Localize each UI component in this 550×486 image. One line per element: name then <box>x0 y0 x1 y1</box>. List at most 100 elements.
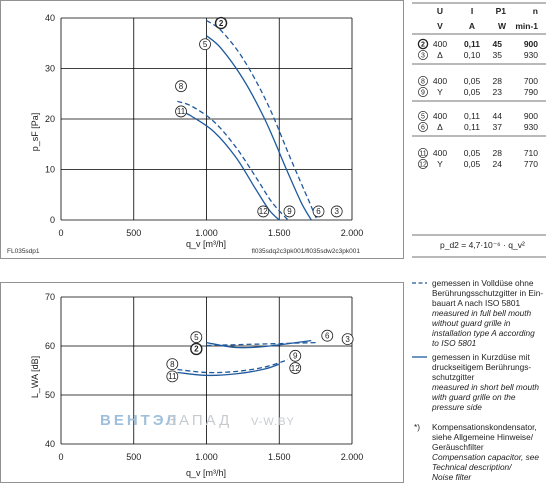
svg-text:8: 8 <box>421 79 425 86</box>
svg-text:12: 12 <box>259 207 268 216</box>
svg-text:11: 11 <box>419 151 426 158</box>
curve-marker-9: 9 <box>289 349 302 362</box>
svg-text:900: 900 <box>524 39 538 49</box>
curve-marker-12: 12 <box>289 362 302 374</box>
table-row: 2 400 0,11 45 900 <box>417 38 538 50</box>
footer-left: FL035sdp1 <box>7 248 40 255</box>
table-row: 9 Y 0,05 23 790 <box>418 87 538 97</box>
curve-marker-3: 3 <box>341 333 354 346</box>
curve-marker-9: 9 <box>283 205 296 218</box>
svg-text:5: 5 <box>203 40 208 49</box>
table-row: 11 400 0,05 28 710 <box>418 148 538 158</box>
x-tick-label: 1.000 <box>195 452 218 462</box>
svg-text:3: 3 <box>345 335 350 344</box>
svg-text:400: 400 <box>433 39 447 49</box>
table-row: 5 400 0,11 44 900 <box>418 111 538 121</box>
svg-text:5: 5 <box>421 114 425 121</box>
sound-chart-curves <box>177 339 318 377</box>
table-header-cell: n <box>533 6 538 16</box>
legend-line: gemessen in Volldüse ohne <box>432 278 534 288</box>
table-body: 2 400 0,11 45 900 3 Δ 0,10 35 930 8 400 0,05 28 700 9 Y 0… <box>412 38 546 169</box>
table-unit-cell: min-1 <box>515 21 538 31</box>
svg-text:3: 3 <box>421 53 425 60</box>
svg-text:770: 770 <box>524 159 538 169</box>
watermark-part3: V-W.BY <box>251 416 295 428</box>
curve-marker-2: 2 <box>214 16 228 30</box>
svg-text:930: 930 <box>524 122 538 132</box>
svg-text:9: 9 <box>293 352 298 361</box>
table-header-cell: I <box>471 6 473 16</box>
svg-text:5: 5 <box>194 333 199 342</box>
legend-line: Geräuschfilter <box>432 442 484 452</box>
legend-line: siehe Allgemeine Hinweise/ <box>432 432 534 442</box>
svg-text:8: 8 <box>170 360 175 369</box>
svg-text:12: 12 <box>291 364 300 373</box>
svg-text:44: 44 <box>493 111 503 121</box>
x-tick-label: 2.000 <box>341 228 364 238</box>
table-unit-cell: W <box>498 21 507 31</box>
curve-marker-8: 8 <box>166 358 179 371</box>
y-tick-label: 0 <box>50 215 55 225</box>
pressure-chart-border <box>0 0 404 259</box>
x-tick-label: 0 <box>58 452 63 462</box>
svg-text:0,05: 0,05 <box>464 87 481 97</box>
svg-text:3: 3 <box>334 207 339 216</box>
watermark: ВЕНТЭЛ ЗАПАД V-W.BY <box>100 412 295 429</box>
svg-text:11: 11 <box>168 372 177 381</box>
svg-text:12: 12 <box>419 162 427 169</box>
svg-text:24: 24 <box>493 159 503 169</box>
table-header: UV IA P1 Wn min-1 <box>412 6 546 35</box>
legend-line: to ISO 5801 <box>432 338 476 348</box>
curve-11 <box>177 108 280 221</box>
legend-line: measured in short bell mouth <box>432 382 539 392</box>
curve-marker-3: 3 <box>330 205 343 218</box>
curve-2 <box>206 19 318 221</box>
legend-line: druckseitigem Berührungs- <box>432 362 531 372</box>
sound-chart-curve-labels: 5 2 6 3 8 11 9 12 <box>166 329 354 383</box>
y-tick-label: 70 <box>45 292 55 302</box>
x-tick-label: 2.000 <box>341 452 364 462</box>
curve-marker-11: 11 <box>175 105 187 118</box>
svg-text:0,11: 0,11 <box>464 39 480 49</box>
x-tick-label: 500 <box>126 228 141 238</box>
y-tick-label: 20 <box>45 114 55 124</box>
svg-text:23: 23 <box>493 87 503 97</box>
sound-chart: ВЕНТЭЛ ЗАПАД V-W.BY 5 2 6 3 8 11 9 12 0 500 1.000… <box>0 282 404 483</box>
table-unit-cell: A <box>469 21 475 31</box>
svg-text:8: 8 <box>179 82 184 91</box>
svg-text:Y: Y <box>437 159 443 169</box>
legend-line: gemessen in Kurzdüse mit <box>432 352 530 362</box>
curve-11-12 <box>177 363 280 377</box>
sound-chart-ticks: 0 500 1.000 1.500 2.000 40 50 60 70 <box>45 292 363 462</box>
watermark-part2: ЗАПАД <box>167 412 232 429</box>
curve-8-9 <box>177 359 289 374</box>
x-tick-label: 1.000 <box>195 228 218 238</box>
curve-marker-11: 11 <box>166 370 179 383</box>
x-tick-label: 1.500 <box>268 452 291 462</box>
x-tick-label: 0 <box>58 228 63 238</box>
pressure-y-axis-label: p_sF [Pa] <box>30 113 40 152</box>
svg-text:2: 2 <box>219 19 224 28</box>
table-header-cell: P1 <box>496 6 507 16</box>
x-tick-label: 500 <box>126 452 141 462</box>
x-tick-label: 1.500 <box>268 228 291 238</box>
svg-text:700: 700 <box>524 76 538 86</box>
legend-line: Berührungsschutzgitter in Ein- <box>432 288 543 298</box>
pressure-chart-ticks: 0 500 1.000 1.500 2.000 0 10 20 30 40 <box>45 13 363 238</box>
svg-text:2: 2 <box>421 42 425 49</box>
curve-5-6 <box>206 339 312 349</box>
legend-line: pressure side <box>431 402 482 412</box>
svg-text:Δ: Δ <box>437 50 443 60</box>
svg-text:6: 6 <box>316 207 321 216</box>
svg-text:28: 28 <box>493 148 503 158</box>
pressure-chart-grid <box>60 17 353 221</box>
sound-chart-grid <box>60 296 353 445</box>
legend-line: without guard grille in <box>432 318 511 328</box>
table-row: 3 Δ 0,10 35 930 <box>418 50 538 60</box>
legend-line: Noise filter <box>432 472 472 482</box>
svg-text:6: 6 <box>421 125 425 132</box>
pressure-chart-curves <box>177 19 318 221</box>
